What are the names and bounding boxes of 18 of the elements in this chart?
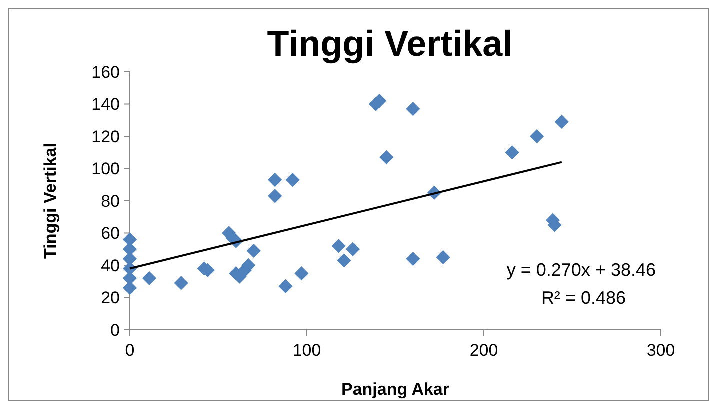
y-tick-label: 80 [101,192,120,211]
y-tick-label: 20 [101,288,120,308]
y-tick-label: 0 [110,320,120,340]
y-tick-label: 140 [92,95,120,114]
y-tick-label: 40 [101,256,120,276]
annotation: y = 0.270x + 38.46 [506,260,656,280]
x-axis-title: Panjang Akar [341,380,450,399]
x-tick-label: 0 [125,341,135,360]
x-tick-label: 100 [292,341,322,360]
y-axis-title: Tinggi Vertikal [41,143,60,259]
y-tick-label: 120 [92,127,120,146]
x-tick-label: 300 [646,341,676,360]
x-tick-label: 200 [470,341,498,360]
y-tick-label: 60 [101,224,120,244]
annotation: R² = 0.486 [541,288,626,308]
chart-title: Tinggi Vertikal [267,23,513,64]
y-tick-label: 100 [92,160,120,179]
y-tick-label: 160 [92,62,120,82]
